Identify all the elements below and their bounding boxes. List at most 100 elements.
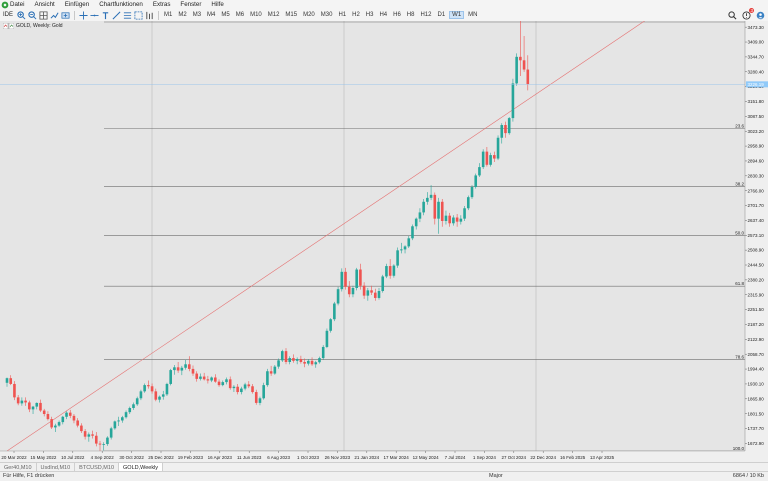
candle-bull[interactable] [470, 186, 474, 198]
candle-bull[interactable] [314, 362, 318, 365]
candle-bull[interactable] [117, 420, 120, 422]
candle-bull[interactable] [232, 386, 236, 389]
candle-bear[interactable] [50, 419, 53, 428]
candle-bull[interactable] [340, 271, 344, 290]
timeframe-m15[interactable]: M15 [285, 12, 298, 18]
candle-bear[interactable] [176, 367, 180, 371]
candle-bull[interactable] [459, 218, 463, 222]
candle-bull[interactable] [496, 137, 500, 159]
candle-bear[interactable] [519, 56, 522, 61]
candle-bull[interactable] [414, 218, 418, 227]
menu-help[interactable]: Hilfe [211, 1, 224, 8]
timeframe-m1[interactable]: M1 [164, 12, 173, 18]
candle-bull[interactable] [273, 366, 277, 374]
candle-bull[interactable] [452, 217, 455, 224]
candle-bull[interactable] [325, 330, 329, 347]
candle-bull[interactable] [511, 83, 515, 119]
candle-bear[interactable] [228, 379, 232, 389]
timeframe-m30[interactable]: M30 [320, 12, 333, 18]
candle-bull[interactable] [321, 346, 325, 359]
candle-bull[interactable] [333, 303, 336, 320]
timeframe-h1[interactable]: H1 [338, 12, 347, 18]
candle-bull[interactable] [210, 377, 213, 381]
timeframe-mn[interactable]: MN [468, 12, 478, 18]
menu-charts[interactable]: Chartfunktionen [99, 1, 143, 8]
tab-btcusd[interactable]: BTCUSD,M10 [75, 463, 120, 472]
candle-bull[interactable] [515, 56, 518, 84]
candle-bull[interactable] [135, 398, 139, 405]
chart-shift-icon[interactable] [49, 10, 59, 20]
candle-bull[interactable] [366, 290, 370, 296]
candle-bull[interactable] [444, 215, 448, 221]
timeframe-h12[interactable]: H12 [420, 12, 432, 18]
candle-bull[interactable] [489, 155, 492, 165]
candle-bull[interactable] [466, 197, 470, 209]
candle-bear[interactable] [150, 386, 154, 392]
candle-bear[interactable] [504, 125, 507, 134]
candle-bull[interactable] [336, 289, 340, 304]
candle-bull[interactable] [355, 269, 358, 289]
candle-bear[interactable] [39, 402, 42, 411]
timeframe-m20[interactable]: M20 [303, 12, 315, 18]
candle-bull[interactable] [266, 371, 269, 386]
candle-bull[interactable] [102, 444, 106, 445]
candle-bull[interactable] [463, 208, 466, 219]
candle-bull[interactable] [474, 175, 478, 187]
candle-bear[interactable] [94, 435, 98, 444]
candle-bear[interactable] [254, 392, 258, 403]
candle-bull[interactable] [113, 421, 117, 429]
candle-bull[interactable] [277, 360, 280, 367]
candle-bear[interactable] [202, 376, 206, 380]
ide-button[interactable]: IDE [3, 12, 14, 18]
candle-bear[interactable] [206, 379, 210, 381]
candle-bear[interactable] [247, 384, 251, 387]
candle-bull[interactable] [158, 396, 161, 400]
trendline[interactable] [6, 21, 745, 452]
search-icon[interactable] [727, 10, 737, 20]
candle-bull[interactable] [240, 388, 243, 393]
candle-bull[interactable] [426, 197, 429, 202]
candle-bear[interactable] [98, 443, 102, 445]
tab-gold-weekly[interactable]: GOLD,Weekly [119, 463, 164, 472]
candle-bull[interactable] [437, 201, 440, 219]
candle-bear[interactable] [9, 378, 13, 384]
candle-bull[interactable] [422, 201, 425, 213]
candle-bear[interactable] [191, 368, 195, 374]
candle-bull[interactable] [411, 226, 414, 239]
candle-bear[interactable] [303, 361, 306, 364]
menu-view[interactable]: Ansicht [34, 1, 55, 8]
candle-bull[interactable] [329, 319, 332, 331]
candle-bear[interactable] [147, 385, 150, 387]
candle-bull[interactable] [143, 385, 146, 392]
candle-bull[interactable] [184, 364, 187, 368]
zoom-in-icon[interactable] [16, 10, 26, 20]
candle-bear[interactable] [310, 360, 314, 365]
candle-bull[interactable] [169, 370, 172, 384]
candle-bear[interactable] [24, 400, 27, 403]
candle-bull[interactable] [61, 416, 65, 423]
candle-bear[interactable] [83, 431, 87, 437]
tab-usdind[interactable]: UsdInd,M10 [37, 463, 76, 472]
candle-bull[interactable] [5, 378, 9, 383]
timeframe-h8[interactable]: H8 [406, 12, 415, 18]
candle-bear[interactable] [284, 351, 288, 362]
candle-bear[interactable] [80, 425, 83, 432]
candle-bull[interactable] [403, 246, 407, 250]
candle-bear[interactable] [362, 285, 366, 296]
candle-bull[interactable] [54, 425, 57, 428]
menu-tools[interactable]: Extras [152, 1, 171, 8]
candle-bull[interactable] [400, 249, 403, 251]
timeframe-h4[interactable]: H4 [379, 12, 388, 18]
candle-bear[interactable] [448, 215, 451, 224]
timeframe-m10[interactable]: M10 [250, 12, 262, 18]
fibonacci-icon[interactable] [122, 10, 132, 20]
candle-bull[interactable] [128, 408, 132, 413]
candle-bull[interactable] [500, 125, 504, 138]
timeframe-d1[interactable]: D1 [437, 12, 446, 18]
timeframe-h2[interactable]: H2 [352, 12, 360, 18]
timeframe-m4[interactable]: M4 [207, 12, 216, 18]
candle-bull[interactable] [481, 151, 485, 168]
candle-bear[interactable] [187, 364, 191, 369]
candle-bear[interactable] [195, 373, 199, 379]
candle-bear[interactable] [16, 397, 20, 404]
